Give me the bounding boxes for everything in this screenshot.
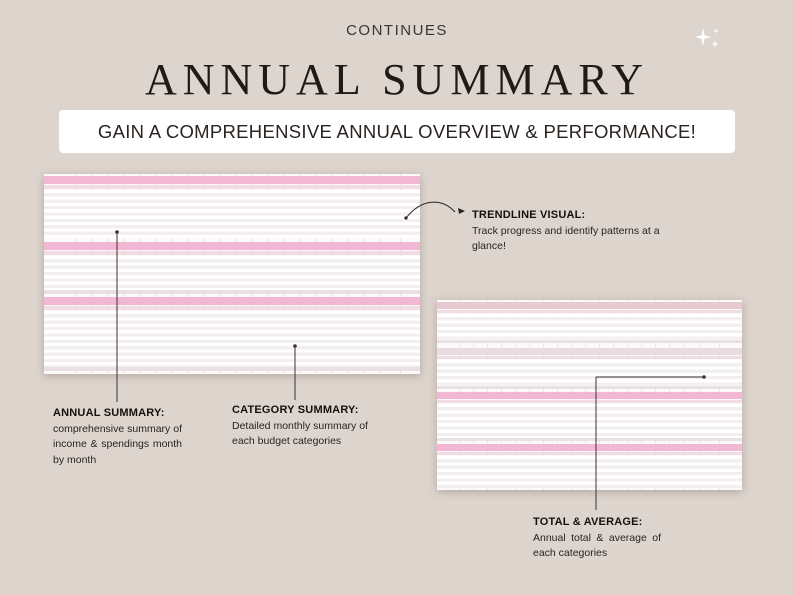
category-table-1-header-row (437, 310, 742, 313)
category-table-3-band (437, 392, 742, 399)
category-annotation: CATEGORY SUMMARY: Detailed monthly summa… (232, 402, 372, 450)
category-table-2-total-row (437, 386, 742, 389)
category-table-4-rows (437, 456, 742, 488)
income-table-total-row (44, 290, 420, 294)
category-table-1-band (437, 302, 742, 309)
expense-table (44, 297, 420, 374)
annual-annotation: ANNUAL SUMMARY: comprehensive summary of… (53, 405, 182, 469)
category-table-2-header-row (437, 356, 742, 359)
category-title: CATEGORY SUMMARY: (232, 404, 359, 416)
total-body: Annual total & average of each categorie… (533, 531, 661, 560)
annual-body: comprehensive summary of income & spendi… (53, 422, 182, 467)
expense-table-band (44, 297, 420, 305)
income-table-band (44, 242, 420, 250)
category-table-1-total-row (437, 340, 742, 343)
arrowhead-icon (458, 208, 465, 214)
category-table-4-band (437, 444, 742, 451)
category-summary-sheet (437, 300, 742, 490)
annual-table-band (44, 176, 420, 184)
category-table-4 (437, 444, 742, 490)
trendline-body: Track progress and identify patterns at … (472, 224, 660, 253)
category-table-3-total-row (437, 438, 742, 441)
annual-title: ANNUAL SUMMARY: (53, 407, 165, 419)
trendline-annotation: TRENDLINE VISUAL: Track progress and ide… (472, 207, 672, 255)
category-table-2 (437, 348, 742, 390)
category-table-1 (437, 302, 742, 346)
subtitle-banner: GAIN A COMPREHENSIVE ANNUAL OVERVIEW & P… (59, 110, 735, 153)
annual-table-rows (44, 190, 420, 238)
category-table-4-header-row (437, 452, 742, 455)
sparkle-icon (695, 28, 719, 48)
category-table-3-header-row (437, 400, 742, 403)
total-title: TOTAL & AVERAGE: (533, 516, 643, 528)
income-table (44, 242, 420, 296)
page-title: ANNUAL SUMMARY (144, 55, 650, 104)
category-table-3-rows (437, 404, 742, 438)
expense-table-header-row (44, 306, 420, 310)
total-annotation: TOTAL & AVERAGE: Annual total & average … (533, 514, 661, 562)
expense-table-rows (44, 311, 420, 367)
category-table-2-band (437, 348, 742, 355)
income-table-rows (44, 256, 420, 290)
category-body: Detailed monthly summary of each budget … (232, 419, 368, 448)
trendline-title: TRENDLINE VISUAL: (472, 209, 586, 221)
category-table-1-rows (437, 314, 742, 340)
eyebrow-continues: CONTINUES (346, 22, 448, 39)
annual-summary-sheet (44, 174, 420, 374)
category-table-2-rows (437, 360, 742, 386)
expense-table-total-row (44, 367, 420, 371)
annual-table (44, 176, 420, 241)
income-table-header-row (44, 251, 420, 255)
category-table-3 (437, 392, 742, 442)
annual-table-header-row (44, 185, 420, 189)
